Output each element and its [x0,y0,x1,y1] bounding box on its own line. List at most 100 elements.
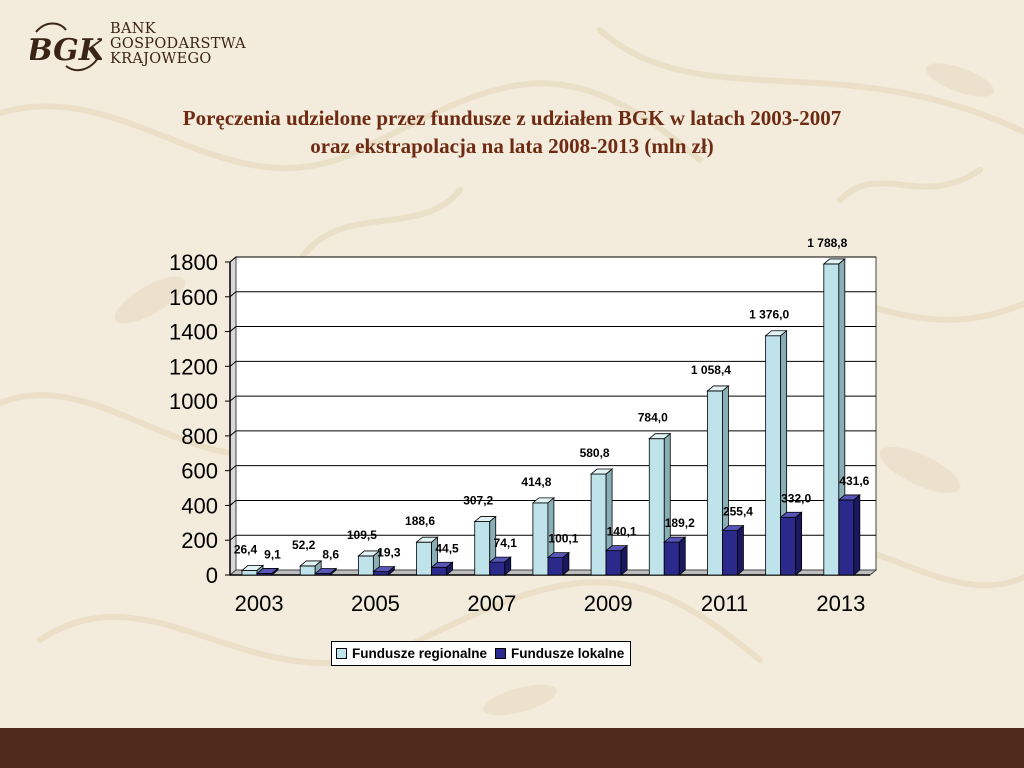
bar-local [779,511,803,576]
bank-logo: BGK BANK GOSPODARSTWA KRAJOWEGO [30,18,260,78]
bar-local [721,524,745,576]
x-tick-label: 2009 [584,591,633,616]
bar-regional-front [416,541,432,576]
footer-bar [0,728,1024,768]
x-tick-label: 2005 [351,591,400,616]
bar-local-front [838,499,855,576]
y-tick-label: 800 [181,424,218,449]
bar-regional-front [474,521,491,576]
bank-name-line-1: BANK [110,21,156,37]
y-tick-label: 200 [181,528,218,553]
bars [240,258,861,576]
x-tick-label: 2007 [467,591,516,616]
bar-regional [240,564,265,576]
data-label-local: 74,1 [494,536,518,550]
data-label-local: 9,1 [264,547,281,561]
y-tick-label: 1400 [169,320,218,345]
data-label-local: 44,5 [435,541,459,555]
bar-local-side [271,567,279,576]
bar-local [604,544,629,576]
bar-regional-front [707,390,723,576]
bank-name-line-3: KRAJOWEGO [110,51,212,67]
bar-local [430,561,454,576]
data-label-local: 8,6 [322,548,339,562]
gridline-side [229,256,237,263]
data-label-local: 100,1 [548,532,578,546]
bar-regional-front [590,473,607,576]
bar-local-side [504,556,512,576]
bar-regional-front [532,502,549,576]
data-label-local: 19,3 [377,546,401,560]
title-line-1: Poręczenia udzielone przez fundusze z ud… [182,106,842,130]
gridline-side [229,291,237,298]
legend-item-regional: Fundusze regionalne [336,646,487,661]
bank-name-line-2: GOSPODARSTWA [110,36,246,52]
data-label-regional: 784,0 [638,411,668,425]
data-label-regional: 109,5 [347,528,377,542]
bar-local-front [780,516,797,576]
data-label-regional: 1 376,0 [749,308,789,322]
legend-item-local: Fundusze lokalne [495,646,624,661]
gridline-side [229,360,237,367]
gridline-side [229,465,237,472]
data-label-regional: 52,2 [292,538,316,552]
bar-regional-front [241,570,258,576]
legend-swatch-regional [336,648,347,659]
bar-regional [299,560,323,576]
x-tick-label: 2011 [701,591,748,616]
monogram-text: BGK [30,33,102,68]
data-label-regional: 414,8 [521,475,551,489]
bar-local [488,556,512,576]
bar-regional-front [357,555,374,576]
y-tick-label: 400 [181,493,218,518]
bar-local-front [372,571,389,576]
bar-regional [415,536,439,576]
bar-local-front [431,566,447,576]
legend-label-regional: Fundusze regionalne [352,646,488,661]
bar-local-front [489,561,506,576]
bar-regional-front [765,335,782,576]
y-tick-label: 0 [206,563,218,588]
legend-swatch-local [495,648,507,659]
x-tick-label: 2013 [816,591,865,616]
data-label-local: 431,6 [839,474,869,488]
data-label-local: 140,1 [607,525,637,539]
data-label-local: 332,0 [781,491,811,505]
bar-local-side [620,544,628,576]
bar-local-side [387,565,395,576]
bar-local [663,536,687,576]
gridline-side [229,395,237,402]
data-label-regional: 307,2 [463,494,493,508]
y-tick-label: 1800 [169,250,218,275]
bar-local-side [446,561,453,576]
gridline-side [229,430,237,437]
y-tick-label: 600 [181,459,218,484]
bar-local [314,567,338,576]
gridline-side [229,326,237,332]
title-line-2: oraz ekstrapolacja na lata 2008-2013 (ml… [310,134,714,158]
bar-local [255,567,280,576]
bar-local-front [547,557,564,576]
bar-regional [589,468,614,576]
chart-legend: Fundusze regionalne Fundusze lokalne [331,641,632,666]
data-label-regional: 188,6 [405,514,435,528]
bar-local [372,565,396,576]
bar-local-front [605,550,622,576]
data-label-regional: 1 058,4 [691,363,731,377]
bar-regional [648,432,672,576]
data-labels: 26,4 9,1 52,2 8,6 109,519,3 188,644,5 307,2 74,… [234,236,870,562]
y-tick-label: 1000 [169,389,218,414]
data-label-regional: 1 788,8 [807,236,847,250]
bar-local-side [678,536,686,576]
y-tick-label: 1600 [169,285,218,310]
bar-local [546,551,571,576]
bar-local-side [562,551,570,576]
bar-local-side [329,567,337,576]
x-tick-label: 2003 [235,591,284,616]
bgk-monogram-icon: BGK [30,22,102,72]
data-label-regional: 580,8 [580,446,610,460]
y-axis-tick-labels: 0 200 400 600 800 1000 1200 1400 1600 1800 [169,250,218,588]
plot-side-wall [229,255,237,577]
bank-name: BANK GOSPODARSTWA KRAJOWEGO [110,22,246,67]
